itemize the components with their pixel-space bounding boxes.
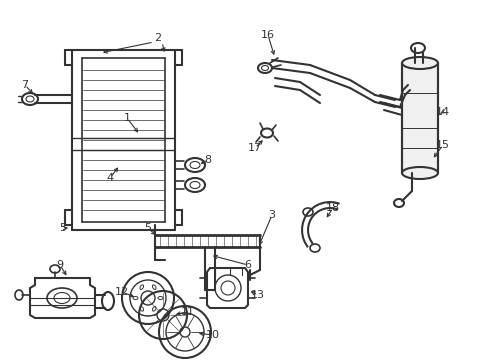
Ellipse shape: [401, 167, 437, 179]
Text: 16: 16: [261, 30, 274, 40]
Text: 11: 11: [181, 307, 195, 317]
Text: 18: 18: [325, 203, 339, 213]
Text: 17: 17: [247, 143, 262, 153]
Text: 15: 15: [435, 140, 449, 150]
Text: 7: 7: [21, 80, 28, 90]
Text: 5: 5: [144, 223, 151, 233]
Ellipse shape: [401, 57, 437, 69]
Text: 9: 9: [56, 260, 63, 270]
Text: 2: 2: [154, 33, 161, 43]
Text: 1: 1: [123, 113, 130, 123]
Text: 10: 10: [205, 330, 220, 340]
Text: 5: 5: [60, 223, 66, 233]
Text: 6: 6: [244, 260, 251, 270]
Text: 3: 3: [268, 210, 275, 220]
Text: 14: 14: [435, 107, 449, 117]
Text: 4: 4: [106, 173, 113, 183]
Bar: [401, 63, 437, 173]
Text: 8: 8: [204, 155, 211, 165]
Text: 13: 13: [250, 290, 264, 300]
Text: 12: 12: [115, 287, 129, 297]
